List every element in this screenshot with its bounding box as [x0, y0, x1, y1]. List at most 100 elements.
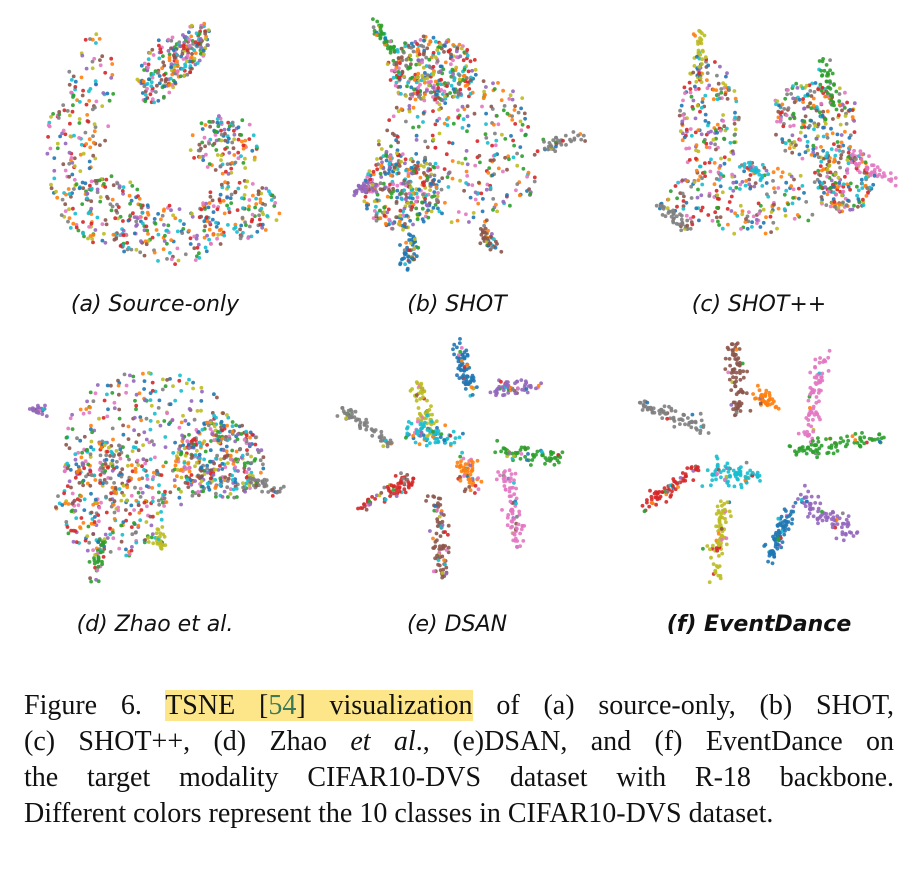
scatter-point	[160, 525, 165, 529]
scatter-point	[471, 480, 475, 485]
scatter-point	[424, 416, 428, 421]
scatter-point	[415, 419, 420, 424]
scatter-point	[258, 197, 263, 202]
scatter-point	[740, 209, 745, 214]
scatter-point	[738, 409, 743, 413]
scatter-point	[236, 125, 241, 130]
scatter-point	[516, 522, 521, 527]
scatter-point	[756, 201, 761, 206]
scatter-point	[219, 182, 224, 187]
scatter-point	[838, 165, 842, 170]
scatter-point	[73, 79, 78, 84]
scatter-point	[825, 167, 830, 172]
scatter-point	[209, 439, 213, 443]
scatter-point	[465, 48, 470, 52]
scatter-point	[372, 199, 377, 204]
scatter-point	[418, 175, 423, 180]
scatter-point	[722, 161, 727, 166]
scatter-point	[813, 365, 817, 370]
scatter-point	[445, 123, 450, 128]
scatter-point	[138, 518, 143, 522]
scatter-point	[507, 157, 511, 162]
scatter-point	[456, 353, 461, 357]
scatter-point	[173, 463, 178, 468]
scatter-point	[813, 501, 818, 505]
scatter-point	[93, 228, 98, 232]
scatter-point	[462, 474, 466, 478]
scatter-point	[243, 220, 248, 225]
scatter-point	[170, 418, 175, 423]
scatter-point	[458, 368, 463, 373]
scatter-point	[353, 409, 358, 414]
scatter-point	[138, 203, 143, 207]
scatter-point	[414, 152, 419, 156]
scatter-point	[232, 137, 237, 142]
scatter-point	[433, 504, 437, 508]
scatter-point	[91, 233, 96, 238]
scatter-point	[198, 51, 203, 56]
scatter-point	[210, 217, 215, 222]
scatter-point	[190, 52, 194, 56]
scatter-point	[391, 488, 396, 492]
scatter-point	[264, 186, 269, 191]
scatter-point	[97, 178, 102, 183]
scatter-point	[72, 164, 77, 169]
scatter-point	[789, 92, 793, 96]
scatter-point	[699, 80, 704, 84]
scatter-point	[400, 58, 405, 63]
scatter-point	[736, 356, 741, 361]
scatter-point	[249, 219, 254, 224]
scatter-point	[442, 94, 447, 99]
scatter-point	[502, 104, 507, 108]
scatter-point	[73, 475, 78, 480]
scatter-point	[444, 565, 449, 570]
scatter-point	[375, 19, 380, 24]
scatter-point	[515, 526, 519, 531]
scatter-point	[460, 104, 465, 109]
scatter-point	[882, 435, 886, 440]
scatter-point	[162, 496, 167, 501]
scatter-point	[185, 466, 189, 471]
scatter-point	[202, 235, 207, 240]
scatter-point	[845, 524, 850, 529]
scatter-point	[177, 447, 182, 451]
scatter-point	[79, 455, 84, 460]
scatter-point	[849, 160, 853, 165]
scatter-point	[68, 468, 73, 472]
scatter-point	[410, 480, 415, 484]
scatter-point	[841, 439, 846, 443]
scatter-point	[540, 450, 544, 454]
scatter-point	[102, 231, 106, 236]
scatter-point	[825, 151, 830, 155]
scatter-point	[56, 116, 61, 120]
scatter-point	[831, 451, 836, 456]
scatter-point	[163, 445, 168, 449]
scatter-point	[149, 80, 154, 85]
scatter-point	[140, 490, 145, 495]
scatter-point	[110, 485, 115, 490]
scatter-point	[362, 502, 366, 506]
scatter-point	[443, 530, 447, 534]
scatter-point	[825, 192, 830, 197]
scatter-point	[243, 185, 248, 189]
scatter-point	[518, 145, 523, 150]
scatter-point	[733, 357, 738, 361]
scatter-point	[131, 379, 136, 383]
scatter-point	[93, 478, 98, 482]
scatter-point	[260, 489, 264, 494]
scatter-point	[377, 142, 381, 147]
panel-a: (a) Source-only	[10, 10, 300, 330]
scatter-point	[423, 196, 427, 201]
scatter-point	[477, 153, 482, 158]
scatter-point	[468, 380, 473, 385]
scatter-point	[66, 187, 71, 191]
scatter-point	[738, 371, 742, 375]
scatter-point	[462, 188, 466, 193]
scatter-point	[134, 224, 138, 228]
scatter-point	[459, 46, 464, 51]
scatter-point	[438, 555, 442, 560]
scatter-point	[492, 158, 496, 162]
scatter-point	[555, 458, 560, 463]
scatter-point	[394, 105, 399, 110]
scatter-point	[88, 145, 93, 150]
